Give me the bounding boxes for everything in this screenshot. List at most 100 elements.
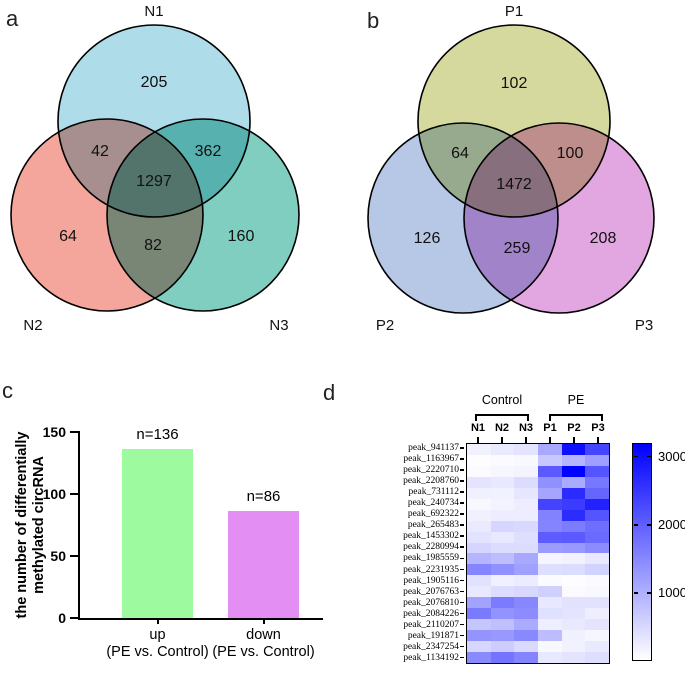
panel-d: d Control PE N1 N2 N3 P1 P2 P3 peak_941137 pea… (320, 378, 685, 674)
heatmap-cell (585, 586, 609, 598)
heatmap-cell (467, 509, 491, 521)
heatmap-cell (537, 444, 562, 455)
heatmap-grid (466, 443, 610, 664)
heatmap-cell (514, 454, 538, 466)
heatmap-cell (561, 586, 586, 598)
heatmap-cell (514, 520, 538, 532)
heatmap-cell (467, 652, 491, 663)
heatmap-group-label-control: Control (481, 393, 523, 407)
heatmap-cell (467, 476, 491, 488)
heatmap-cell (467, 444, 491, 455)
venn-a-count-n13: 362 (195, 143, 222, 160)
venn-b-count-p12: 64 (451, 145, 469, 162)
heatmap-row-label: peak_1134192 (360, 653, 464, 664)
heatmap-cell (585, 630, 609, 642)
heatmap-cell (585, 553, 609, 565)
heatmap-cell (490, 586, 515, 598)
heatmap-cell (561, 520, 586, 532)
y-tick-mark (70, 493, 78, 495)
venn-a-count-n2: 64 (59, 228, 77, 245)
heatmap-column-headers: N1 N2 N3 P1 P2 P3 (466, 422, 610, 434)
heatmap-row-label: peak_2076763 (360, 587, 464, 598)
heatmap-cell (561, 619, 586, 631)
heatmap-row-label: peak_240734 (360, 498, 464, 509)
heatmap-column-tick (525, 437, 527, 443)
heatmap-cell (467, 564, 491, 576)
heatmap-cell (537, 509, 562, 521)
heatmap-cell (467, 630, 491, 642)
venn-diagram-a: N1 N2 N3 205 42 362 1297 64 82 160 (10, 3, 300, 334)
y-tick-mark (70, 555, 78, 557)
heatmap-column-tick (573, 437, 575, 443)
heatmap-row-label: peak_2084226 (360, 609, 464, 620)
heatmap-column-tick (549, 437, 551, 443)
heatmap-row-label: peak_2110207 (360, 620, 464, 631)
heatmap-cell (514, 641, 538, 653)
heatmap-row-label: peak_692322 (360, 509, 464, 520)
heatmap-cell (561, 553, 586, 565)
y-axis-label-line1: the number of differentially (14, 431, 30, 619)
heatmap-cell (490, 476, 515, 488)
heatmap-cell (514, 476, 538, 488)
x-category-line: (PE vs. Control) (212, 644, 315, 660)
heatmap-cell (514, 652, 538, 663)
heatmap-cell (585, 454, 609, 466)
heatmap-row-label: peak_941137 (360, 443, 464, 454)
heatmap-cell (467, 520, 491, 532)
heatmap-group-bracket-pe (549, 414, 603, 421)
heatmap-cell (467, 487, 491, 499)
panel-c: c the number of differentially methylate… (0, 375, 332, 674)
venn-a-label-n2: N2 (23, 317, 42, 334)
x-category-label: down (PE vs. Control) (181, 627, 346, 661)
heatmap-cell (514, 498, 538, 510)
venn-a-count-n1: 205 (141, 74, 168, 91)
heatmap-row-label: peak_1985559 (360, 553, 464, 564)
heatmap-cell (490, 509, 515, 521)
heatmap-row-label: peak_2220710 (360, 465, 464, 476)
heatmap-cell (537, 652, 562, 663)
heatmap-cell (537, 531, 562, 543)
heatmap-cell (514, 575, 538, 587)
heatmap-cell (467, 641, 491, 653)
venn-a-label-n1: N1 (144, 3, 163, 20)
heatmap-cell (561, 542, 586, 554)
y-tick-label: 100 (42, 486, 66, 502)
y-tick-label: 0 (58, 610, 66, 626)
heatmap-row-label: peak_1453302 (360, 531, 464, 542)
heatmap-row-label: peak_2280994 (360, 542, 464, 553)
venn-b-outline-p3 (463, 122, 655, 314)
heatmap-cell (514, 608, 538, 620)
x-category-label: up (PE vs. Control) (75, 627, 240, 661)
heatmap-cell (467, 498, 491, 510)
panel-letter-a: a (6, 6, 19, 31)
heatmap-cell (585, 476, 609, 488)
heatmap-cell (490, 575, 515, 587)
heatmap-cell (561, 564, 586, 576)
heatmap-cell (585, 641, 609, 653)
heatmap-cell (561, 498, 586, 510)
heatmap-column-tick (477, 437, 479, 443)
heatmap-cell (561, 476, 586, 488)
heatmap-cell (585, 465, 609, 477)
panel-letter-d: d (323, 380, 336, 405)
heatmap-cell (490, 520, 515, 532)
heatmap-cell (490, 630, 515, 642)
heatmap-cell (561, 444, 586, 455)
heatmap-cell (561, 487, 586, 499)
y-tick-label: 150 (42, 424, 66, 440)
venn-b-outline-p1 (417, 24, 611, 218)
heatmap-row-label: peak_2347254 (360, 642, 464, 653)
y-axis-label: the number of differentially methylated … (14, 425, 48, 625)
heatmap-cell (561, 652, 586, 663)
venn-a-outline-n3 (106, 118, 300, 312)
heatmap-cell (467, 553, 491, 565)
heatmap-cell (490, 487, 515, 499)
heatmap-cell (585, 575, 609, 587)
heatmap-cell (537, 542, 562, 554)
heatmap-cell (514, 564, 538, 576)
venn-a-count-n23: 82 (144, 237, 162, 254)
heatmap-row-label: peak_2231935 (360, 565, 464, 576)
heatmap-cell (537, 641, 562, 653)
panel-b: b P1 P2 P3 102 64 100 1472 126 259 208 (342, 0, 685, 345)
heatmap-cell (585, 444, 609, 455)
